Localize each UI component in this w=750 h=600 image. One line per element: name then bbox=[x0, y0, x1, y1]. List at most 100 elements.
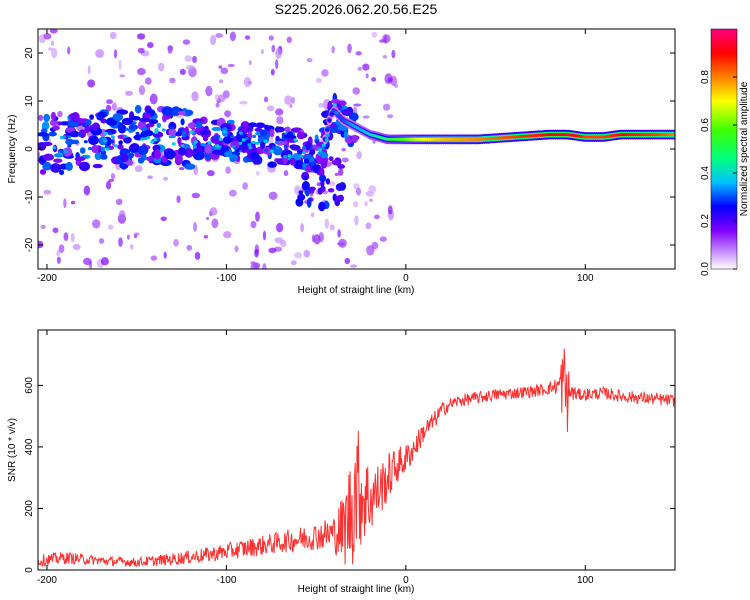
noise-blob bbox=[217, 94, 226, 103]
spectral-core bbox=[283, 144, 288, 149]
noise-blob bbox=[118, 210, 126, 221]
spectral-core bbox=[241, 138, 246, 142]
spectral-blob bbox=[59, 121, 70, 126]
noise-blob bbox=[353, 103, 362, 107]
colorbar-tick-label: 0.8 bbox=[700, 70, 711, 84]
noise-blob bbox=[366, 245, 375, 256]
noise-blob bbox=[275, 59, 279, 70]
spectral-blob bbox=[38, 132, 48, 137]
spectral-core bbox=[101, 146, 105, 150]
spectral-blob bbox=[303, 158, 310, 164]
spectral-blob bbox=[304, 189, 311, 195]
noise-blob bbox=[379, 39, 386, 43]
spectral-blob bbox=[65, 138, 74, 146]
spectral-core bbox=[179, 128, 184, 132]
spectral-blob bbox=[49, 119, 58, 126]
snr-y-ticks: 0 200 400 600 bbox=[24, 377, 675, 573]
noise-blob bbox=[239, 100, 248, 105]
noise-blob bbox=[100, 257, 109, 266]
noise-blob bbox=[167, 45, 173, 52]
noise-blob bbox=[215, 33, 223, 38]
spectral-blob bbox=[267, 161, 277, 168]
noise-blob bbox=[234, 245, 239, 253]
noise-blob bbox=[331, 45, 336, 54]
spectral-blob bbox=[154, 149, 161, 160]
noise-blob bbox=[206, 170, 215, 177]
spectral-blob bbox=[303, 175, 309, 181]
spectral-core bbox=[140, 137, 145, 141]
noise-blob bbox=[138, 85, 146, 96]
spectral-blob bbox=[140, 130, 151, 138]
noise-blob bbox=[263, 96, 269, 103]
x-tick-label: -100 bbox=[216, 273, 236, 284]
noise-blob bbox=[324, 218, 329, 229]
noise-blob bbox=[119, 74, 125, 78]
spectral-core bbox=[153, 138, 158, 142]
spectral-blob bbox=[296, 131, 306, 140]
noise-blob bbox=[311, 234, 316, 243]
x-tick-label: -200 bbox=[37, 575, 57, 586]
snr-panel: -200 -100 0 100 0 200 400 600 Height of straig… bbox=[7, 329, 676, 595]
noise-blob bbox=[136, 33, 146, 40]
noise-blob bbox=[271, 44, 276, 53]
noise-blob bbox=[355, 187, 362, 196]
noise-blob bbox=[355, 51, 362, 56]
noise-blob bbox=[280, 240, 287, 248]
spectral-blob bbox=[125, 160, 134, 166]
colorbar: 0.0 0.2 0.4 0.6 0.8 Normalized spectral ampl… bbox=[700, 28, 750, 276]
noise-blob bbox=[394, 83, 399, 88]
noise-blob bbox=[209, 207, 218, 216]
noise-blob bbox=[49, 29, 58, 34]
noise-blob bbox=[184, 55, 192, 62]
spectral-blob bbox=[41, 121, 50, 130]
spectral-blob bbox=[59, 169, 65, 176]
colorbar-tick-label: 0.0 bbox=[700, 262, 711, 276]
spectral-blob bbox=[305, 141, 311, 151]
spectral-core bbox=[63, 149, 68, 153]
spectral-blob bbox=[89, 114, 94, 120]
noise-blob bbox=[347, 43, 352, 54]
spectral-core bbox=[192, 145, 197, 149]
noise-blob bbox=[371, 31, 378, 38]
spectral-core bbox=[269, 149, 274, 153]
spectral-core bbox=[207, 141, 212, 145]
noise-blob bbox=[219, 79, 224, 84]
spectral-blob bbox=[282, 155, 288, 165]
spectral-core bbox=[318, 148, 323, 152]
noise-blob bbox=[58, 244, 65, 254]
noise-blob bbox=[268, 191, 278, 200]
noise-blob bbox=[176, 195, 181, 203]
noise-blob bbox=[255, 171, 260, 176]
spectral-blob bbox=[92, 163, 103, 169]
noise-blob bbox=[179, 68, 186, 75]
noise-blob bbox=[147, 175, 153, 179]
spectral-blob bbox=[162, 114, 167, 123]
noise-blob bbox=[318, 103, 324, 108]
spectral-blob bbox=[121, 117, 133, 126]
spectral-core bbox=[309, 158, 314, 162]
spectral-core bbox=[271, 146, 276, 150]
noise-blob bbox=[294, 252, 303, 259]
noise-blob bbox=[160, 216, 167, 222]
spectral-blob bbox=[317, 187, 323, 195]
noise-blob bbox=[115, 198, 123, 206]
spectral-core bbox=[334, 111, 339, 115]
spectral-blob bbox=[284, 126, 291, 132]
spectral-blob bbox=[145, 156, 155, 162]
noise-blob bbox=[254, 248, 259, 258]
spectral-blob bbox=[289, 158, 296, 166]
y-tick-label: 20 bbox=[24, 47, 35, 59]
spectral-blob bbox=[177, 137, 182, 145]
spectral-blob bbox=[211, 126, 222, 132]
spectral-core bbox=[108, 132, 113, 136]
spectral-blob bbox=[195, 120, 203, 129]
spectrogram-x-ticks: -200 -100 0 100 bbox=[37, 29, 594, 284]
spectral-core bbox=[135, 131, 140, 135]
spectral-core bbox=[299, 154, 304, 158]
spectral-blob bbox=[184, 163, 196, 170]
spectral-blob bbox=[314, 134, 319, 140]
noise-blob bbox=[341, 157, 349, 163]
noise-blob bbox=[379, 236, 387, 242]
spectral-core bbox=[263, 139, 268, 143]
spectral-core bbox=[77, 133, 82, 137]
